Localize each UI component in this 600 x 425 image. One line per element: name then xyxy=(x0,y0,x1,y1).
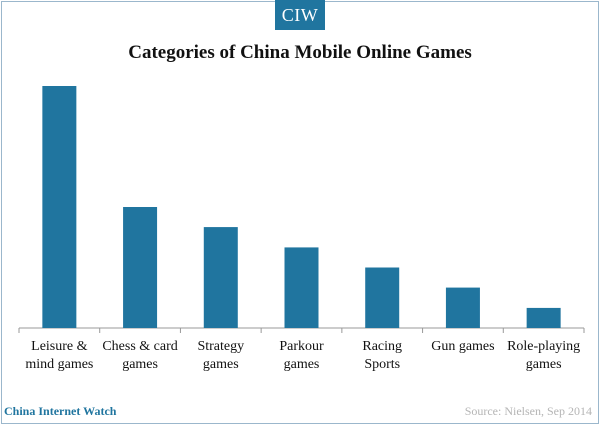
category-label-3-1: games xyxy=(284,357,320,372)
bar-0 xyxy=(42,86,77,328)
category-label-6-0: Role-playing xyxy=(507,339,580,354)
category-label-4-1: Sports xyxy=(364,357,400,372)
category-label-6-1: games xyxy=(526,357,562,372)
bar-4 xyxy=(365,267,400,328)
category-label-3-0: Parkour xyxy=(279,339,324,354)
chart-title: Categories of China Mobile Online Games xyxy=(128,42,472,63)
category-label-1-1: games xyxy=(122,357,158,372)
bar-1 xyxy=(123,207,158,328)
source-note: Source: Nielsen, Sep 2014 xyxy=(464,404,592,418)
category-label-0-0: Leisure & xyxy=(31,339,87,354)
bar-2 xyxy=(203,227,238,328)
category-label-2-0: Strategy xyxy=(197,339,244,354)
category-label-1-0: Chess & card xyxy=(102,339,177,354)
bar-5 xyxy=(445,287,480,328)
ciw-logo-badge: CIW xyxy=(275,0,325,30)
site-name: China Internet Watch xyxy=(4,404,117,418)
category-label-2-1: games xyxy=(203,357,239,372)
category-label-5-0: Gun games xyxy=(431,339,494,354)
category-label-4-0: Racing xyxy=(362,339,402,354)
bar-3 xyxy=(284,247,319,328)
bar-6 xyxy=(526,307,561,328)
category-label-0-1: mind games xyxy=(25,357,93,372)
